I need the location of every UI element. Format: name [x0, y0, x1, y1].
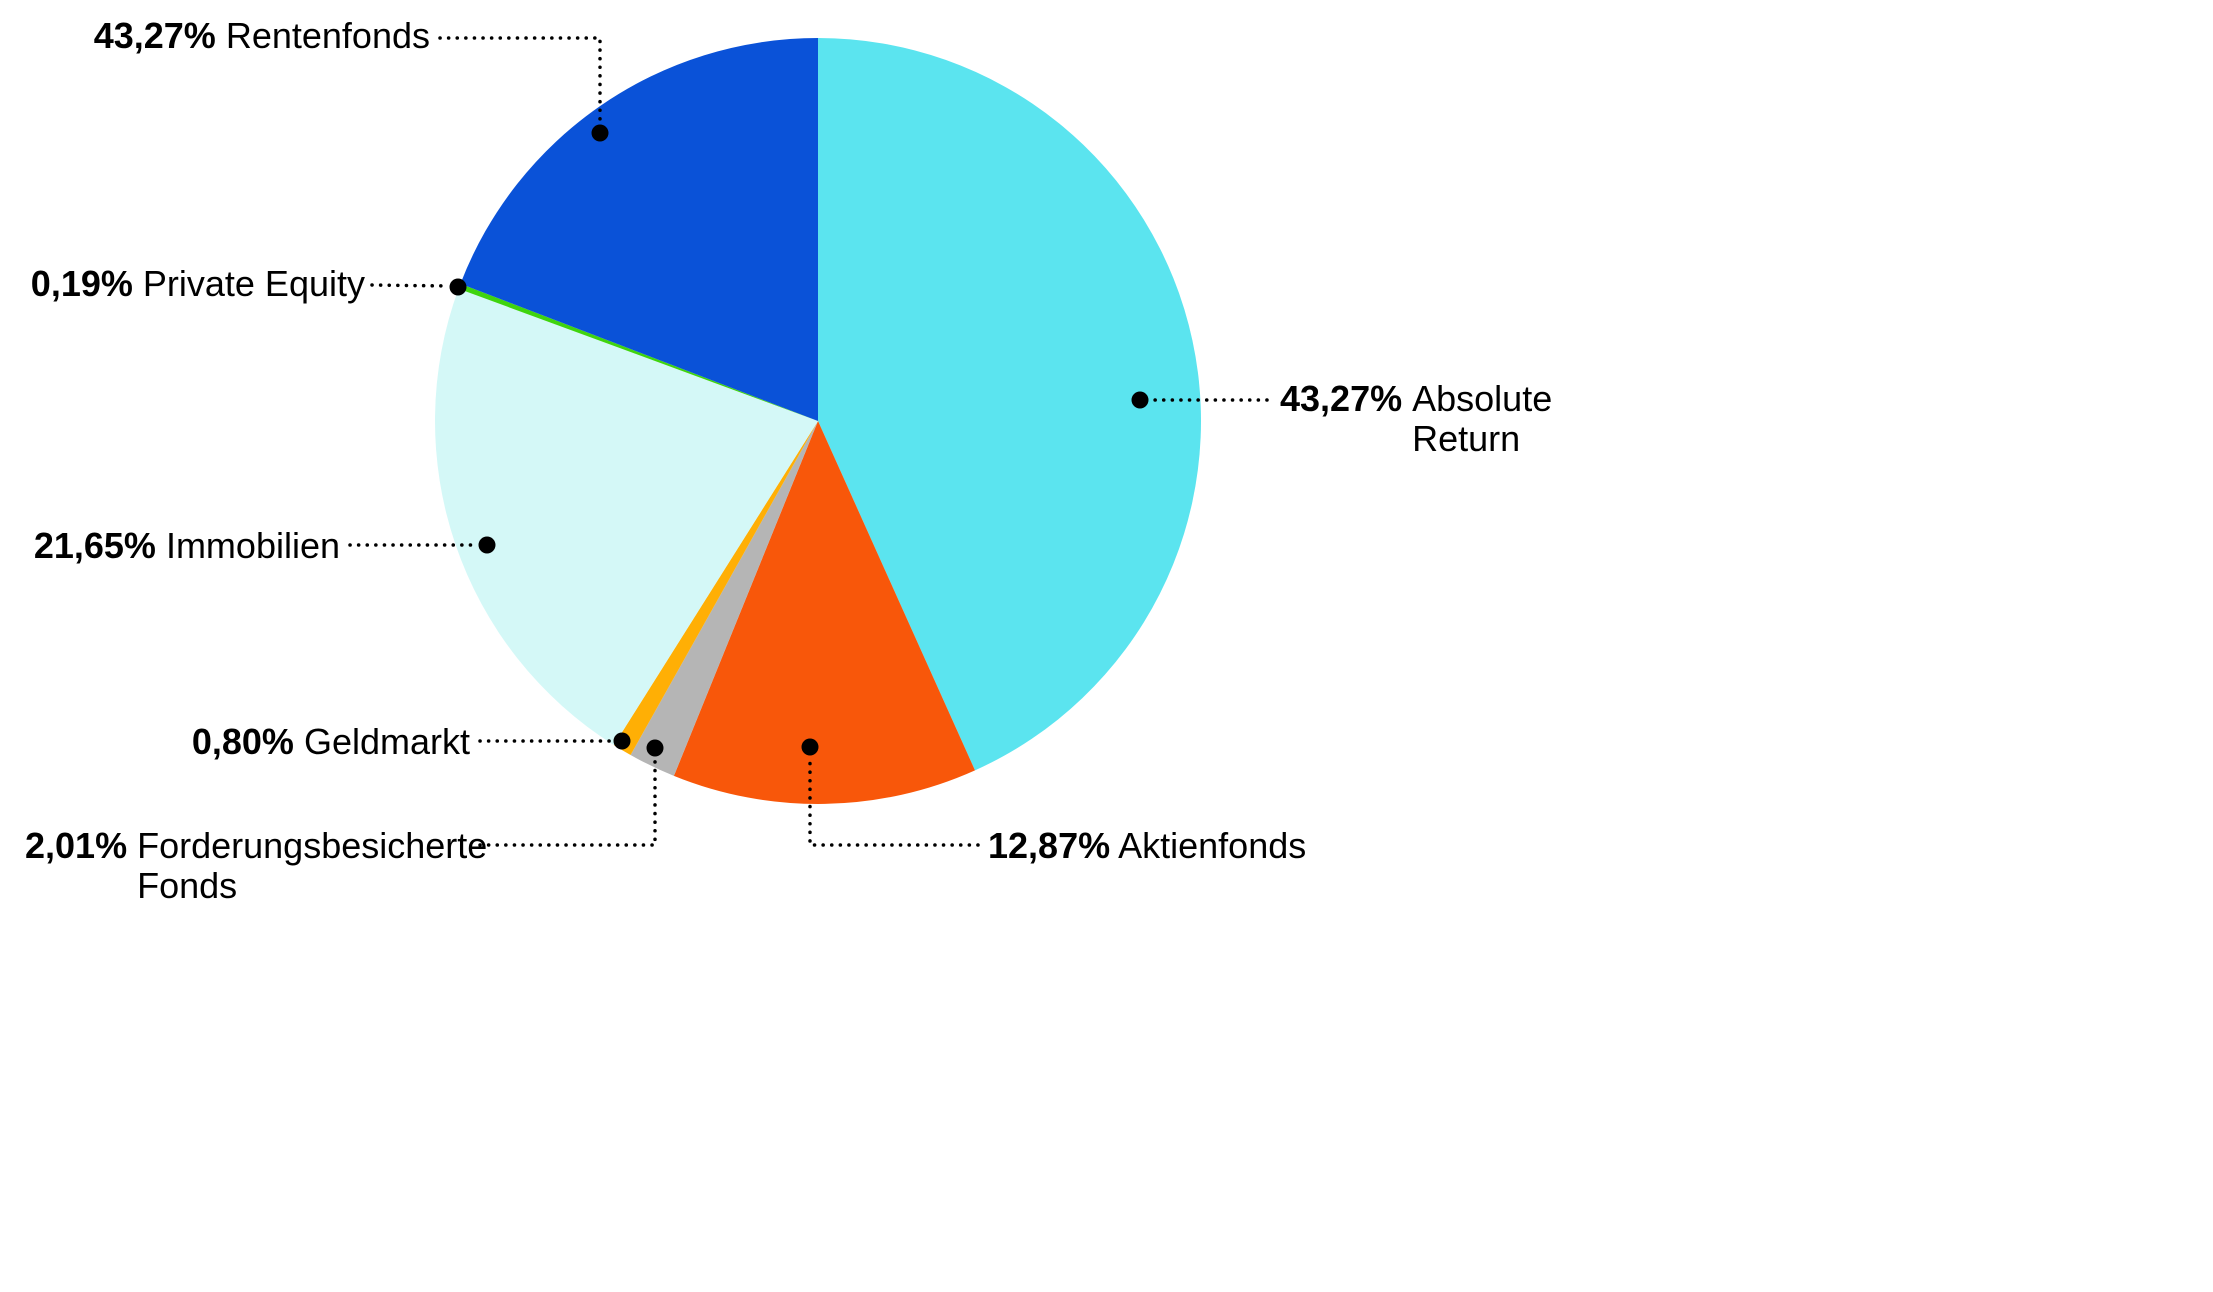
pie-slice-absolute-return [818, 38, 1201, 771]
callout-geldmarkt: 0,80% Geldmarkt [192, 722, 470, 762]
callout-immobilien: 21,65% Immobilien [34, 526, 340, 566]
callout-absolute-return-name: Absolute Return [1412, 379, 1552, 459]
callout-absolute-return-name-line1: Absolute [1412, 378, 1553, 419]
anchor-dot-rentenfonds [591, 124, 609, 142]
pie-slice-aktienfonds [673, 421, 975, 804]
callout-forderungsbesicherte-fonds-name: Forderungsbesicherte Fonds [137, 826, 487, 906]
callout-private-equity-name: Private Equity [142, 263, 365, 304]
callout-aktienfonds: 12,87% Aktienfonds [988, 826, 1306, 866]
pie-slice-immobilien [435, 288, 818, 746]
anchor-dot-absolute-return [1131, 391, 1149, 409]
callout-forderungsbesicherte-fonds-name-line2: Fonds [137, 865, 238, 906]
leader-line-forderungsbesicherte-fonds [478, 755, 657, 847]
callout-aktienfonds-percent: 12,87% [988, 825, 1111, 866]
anchor-dot-immobilien [478, 536, 496, 554]
pie-slice-private-equity [458, 283, 818, 421]
callout-absolute-return: 43,27% Absolute Return [1280, 379, 1552, 459]
callout-rentenfonds-percent: 43,27% [93, 15, 216, 56]
leader-line-private-equity [370, 283, 450, 288]
callout-immobilien-name: Immobilien [165, 525, 340, 566]
pie-slice-rentenfonds [460, 38, 818, 421]
callout-immobilien-percent: 21,65% [33, 525, 156, 566]
callout-forderungsbesicherte-fonds: 2,01% Forderungsbesicherte Fonds [25, 826, 487, 906]
callout-private-equity-percent: 0,19% [30, 263, 133, 304]
anchor-dot-private-equity [449, 278, 467, 296]
callout-aktienfonds-name: Aktienfonds [1118, 825, 1307, 866]
anchor-dot-forderungsbesicherte-fonds [646, 739, 664, 757]
callout-rentenfonds: 43,27% Rentenfonds [94, 16, 430, 56]
callout-geldmarkt-percent: 0,80% [191, 721, 294, 762]
callout-private-equity: 0,19% Private Equity [31, 264, 365, 304]
callout-absolute-return-name-line2: Return [1412, 418, 1521, 459]
pie-slices-group [435, 38, 1201, 804]
callout-leaders-group [348, 36, 1269, 847]
callout-rentenfonds-name: Rentenfonds [225, 15, 430, 56]
callout-forderungsbesicherte-fonds-name-line1: Forderungsbesicherte [137, 825, 488, 866]
anchor-dot-aktienfonds [801, 738, 819, 756]
anchor-dot-geldmarkt [613, 732, 631, 750]
leader-line-rentenfonds [438, 36, 602, 127]
callout-absolute-return-percent: 43,27% [1280, 378, 1403, 419]
pie-slice-geldmarkt [613, 421, 818, 755]
callout-forderungsbesicherte-fonds-percent: 2,01% [25, 825, 128, 866]
pie-slice-forderungsbesicherte-fonds [630, 421, 818, 776]
callout-geldmarkt-name: Geldmarkt [303, 721, 470, 762]
